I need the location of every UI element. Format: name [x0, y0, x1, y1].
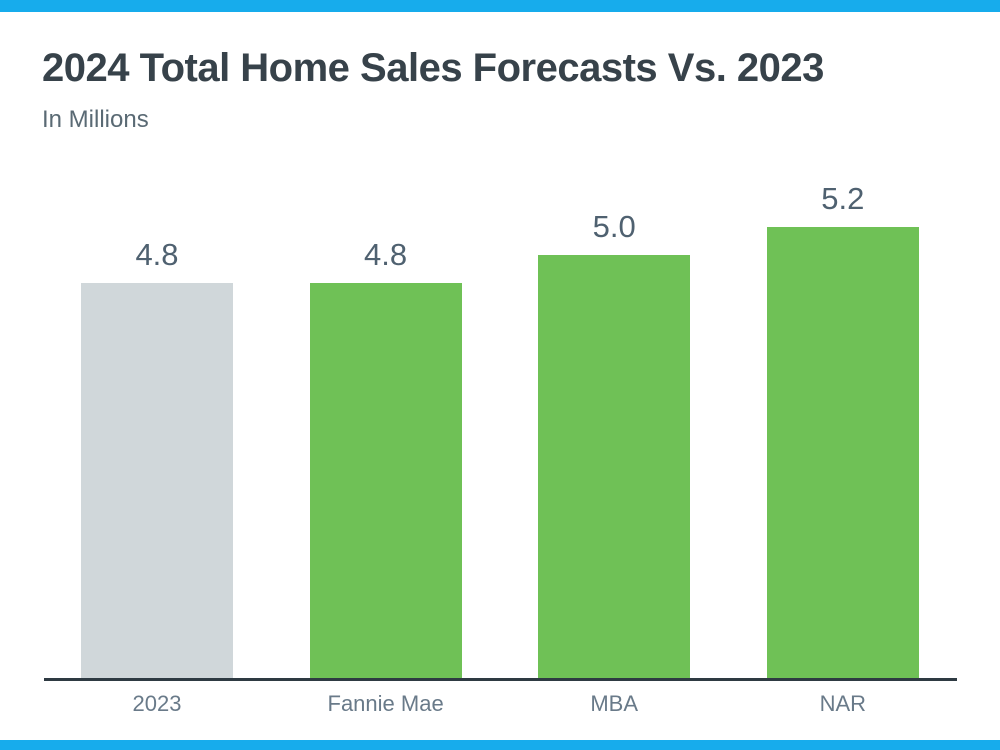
- bar-value-label: 5.2: [821, 180, 865, 216]
- category-label: Fannie Mae: [327, 691, 444, 716]
- bar-fannie-mae: [309, 283, 462, 678]
- bar-nar: [766, 226, 919, 678]
- chart-subtitle: In Millions: [42, 106, 149, 133]
- category-label: 2023: [132, 691, 182, 716]
- bar-value-label: 4.8: [135, 237, 179, 273]
- bar-mba: [538, 255, 691, 678]
- bar-value-label: 5.0: [592, 209, 636, 244]
- x-axis-line: [44, 678, 957, 681]
- bar-value-label: 4.8: [364, 237, 408, 273]
- chart-title: 2024 Total Home Sales Forecasts Vs. 2023: [42, 46, 824, 90]
- bottom-accent-stripe: [0, 740, 1000, 750]
- bar-2023: [81, 283, 233, 678]
- category-label: MBA: [590, 691, 639, 716]
- top-accent-stripe: [0, 0, 1000, 12]
- category-label: NAR: [819, 691, 867, 716]
